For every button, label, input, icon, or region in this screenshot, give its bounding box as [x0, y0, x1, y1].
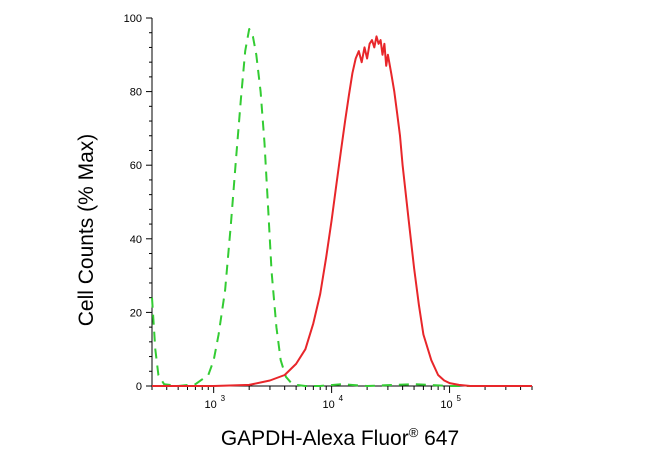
- x-axis: 10 3 10 4 10 5: [151, 386, 533, 411]
- x-tick-label: 10: [440, 399, 452, 411]
- x-axis-title: GAPDH-Alexa Fluor® 647: [221, 425, 459, 450]
- x-axis-title-main: GAPDH-Alexa Fluor: [221, 427, 409, 450]
- x-tick-exponent: 4: [339, 394, 344, 403]
- x-axis-title-tail: 647: [418, 427, 459, 450]
- y-axis-title: Cell Counts (% Max): [75, 134, 98, 327]
- y-axis: 0 20 40 60 80 100: [124, 13, 152, 393]
- control-histogram-line: [151, 28, 532, 387]
- x-tick-exponent: 3: [221, 394, 226, 403]
- y-tick-label: 40: [130, 234, 142, 246]
- x-tick-exponent: 5: [457, 394, 462, 403]
- x-axis-title-sup: ®: [409, 425, 419, 440]
- y-tick-label: 80: [130, 87, 142, 99]
- x-tick-label: 10: [205, 399, 217, 411]
- plot-frame: [151, 18, 532, 387]
- y-tick-label: 20: [130, 307, 142, 319]
- y-tick-label: 60: [130, 160, 142, 172]
- y-tick-label: 100: [124, 13, 142, 25]
- sample-histogram-line: [152, 35, 532, 387]
- x-tick-label: 10: [322, 399, 334, 411]
- series-layer: [151, 28, 532, 387]
- y-tick-label: 0: [136, 381, 142, 393]
